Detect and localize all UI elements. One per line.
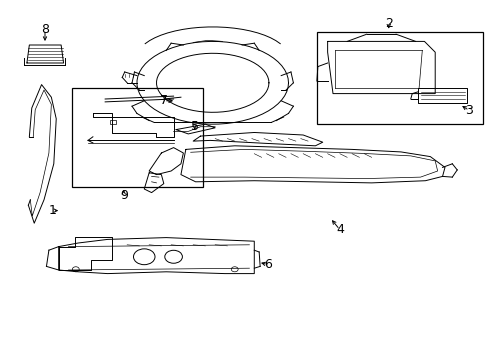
Bar — [316, 32, 482, 124]
Text: 4: 4 — [335, 223, 343, 236]
Bar — [72, 88, 203, 187]
Text: 2: 2 — [384, 17, 392, 30]
Bar — [110, 120, 116, 124]
Text: 1: 1 — [49, 204, 57, 217]
Text: 9: 9 — [120, 189, 127, 202]
Text: 5: 5 — [190, 120, 198, 133]
Text: 7: 7 — [160, 94, 167, 107]
Text: 6: 6 — [264, 258, 271, 271]
Text: 8: 8 — [41, 23, 49, 36]
Text: 3: 3 — [465, 104, 472, 117]
